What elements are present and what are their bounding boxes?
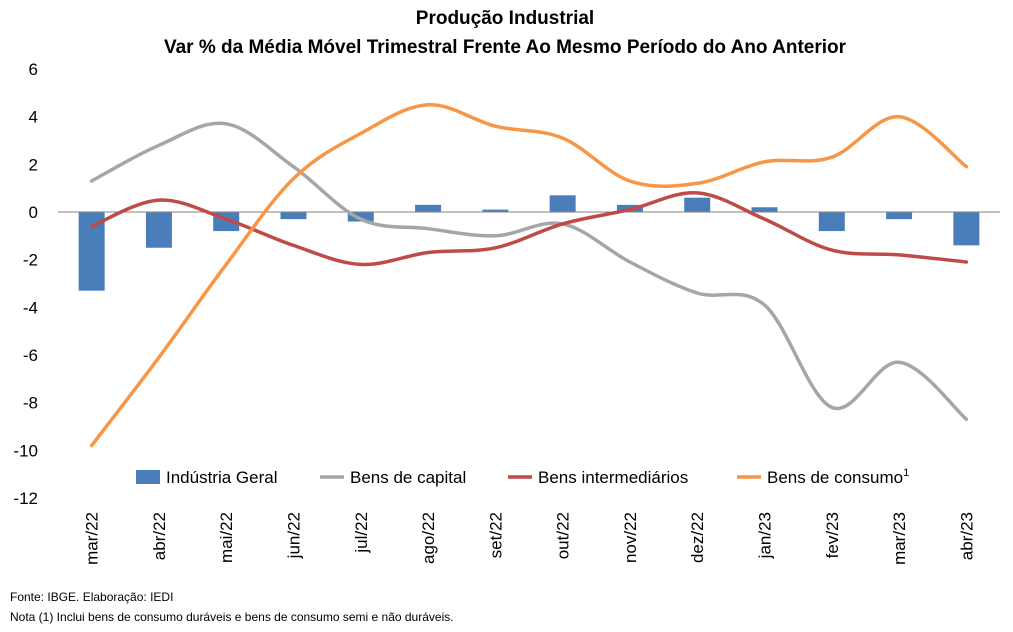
y-tick-label: 4: [29, 108, 38, 127]
x-tick-label: ago/22: [419, 512, 438, 564]
x-tick-label: jul/22: [352, 512, 371, 554]
legend-label-bens-de-capital: Bens de capital: [350, 468, 466, 487]
line-bens-intermediarios: [89, 191, 969, 267]
x-axis: mar/22 abr/22 mai/22 jun/22 jul/22 ago/22 set/…: [83, 512, 977, 565]
x-tick-label: mai/22: [217, 512, 236, 563]
x-tick-label: fev/23: [823, 512, 842, 558]
y-tick-label: -10: [13, 441, 38, 460]
bar: [549, 195, 576, 212]
y-tick-label: 2: [29, 155, 38, 174]
x-tick-label: set/22: [486, 512, 505, 558]
y-tick-label: -12: [13, 489, 38, 508]
bar-series: [78, 195, 980, 291]
y-tick-label: 0: [29, 203, 38, 222]
legend-swatch-industria-geral: [136, 470, 160, 484]
legend-superscript: 1: [903, 467, 909, 479]
x-tick-label: out/22: [554, 512, 573, 559]
y-tick-label: -6: [23, 346, 38, 365]
x-tick-label: dez/22: [688, 512, 707, 563]
bar: [953, 212, 980, 246]
x-tick-label: abr/22: [150, 512, 169, 560]
chart-subtitle: Var % da Média Móvel Trimestral Frente A…: [164, 37, 847, 58]
y-tick-label: -8: [23, 394, 38, 413]
chart-title: Produção Industrial: [416, 8, 594, 29]
bar: [684, 197, 711, 212]
legend-label-bens-de-consumo: Bens de consumo1: [767, 467, 909, 487]
legend-label-text: Bens intermediários: [538, 468, 688, 487]
footnote: Nota (1) Inclui bens de consumo duráveis…: [10, 610, 454, 624]
x-tick-label: mar/23: [890, 512, 909, 565]
bar: [751, 207, 778, 212]
bar: [280, 212, 307, 220]
bar: [482, 209, 509, 212]
line-series: [89, 103, 969, 448]
legend-label-text: Bens de consumo: [767, 468, 903, 487]
line-bens-de-consumo: [89, 103, 969, 448]
x-tick-label: abr/23: [957, 512, 976, 560]
bar: [818, 212, 845, 232]
y-tick-label: 6: [29, 60, 38, 79]
line-bens-de-capital: [89, 121, 969, 422]
source-note: Fonte: IBGE. Elaboração: IEDI: [10, 590, 174, 604]
x-tick-label: jun/22: [285, 512, 304, 559]
legend-label-industria-geral: Indústria Geral: [166, 468, 278, 487]
x-tick-label: jan/23: [756, 512, 775, 559]
bar: [145, 212, 172, 248]
legend-label-bens-intermediarios: Bens intermediários: [538, 468, 688, 487]
legend-label-text: Indústria Geral: [166, 468, 278, 487]
y-axis: 6 4 2 0 -2 -4 -6 -8 -10 -12: [13, 60, 38, 508]
y-tick-label: -4: [23, 298, 38, 317]
legend-label-text: Bens de capital: [350, 468, 466, 487]
bar: [347, 212, 374, 222]
y-tick-label: -2: [23, 251, 38, 270]
x-tick-label: mar/22: [83, 512, 102, 565]
x-tick-label: nov/22: [621, 512, 640, 563]
legend: Indústria Geral Bens de capital Bens inter…: [136, 467, 909, 487]
bar: [886, 212, 913, 220]
bar: [415, 204, 442, 212]
